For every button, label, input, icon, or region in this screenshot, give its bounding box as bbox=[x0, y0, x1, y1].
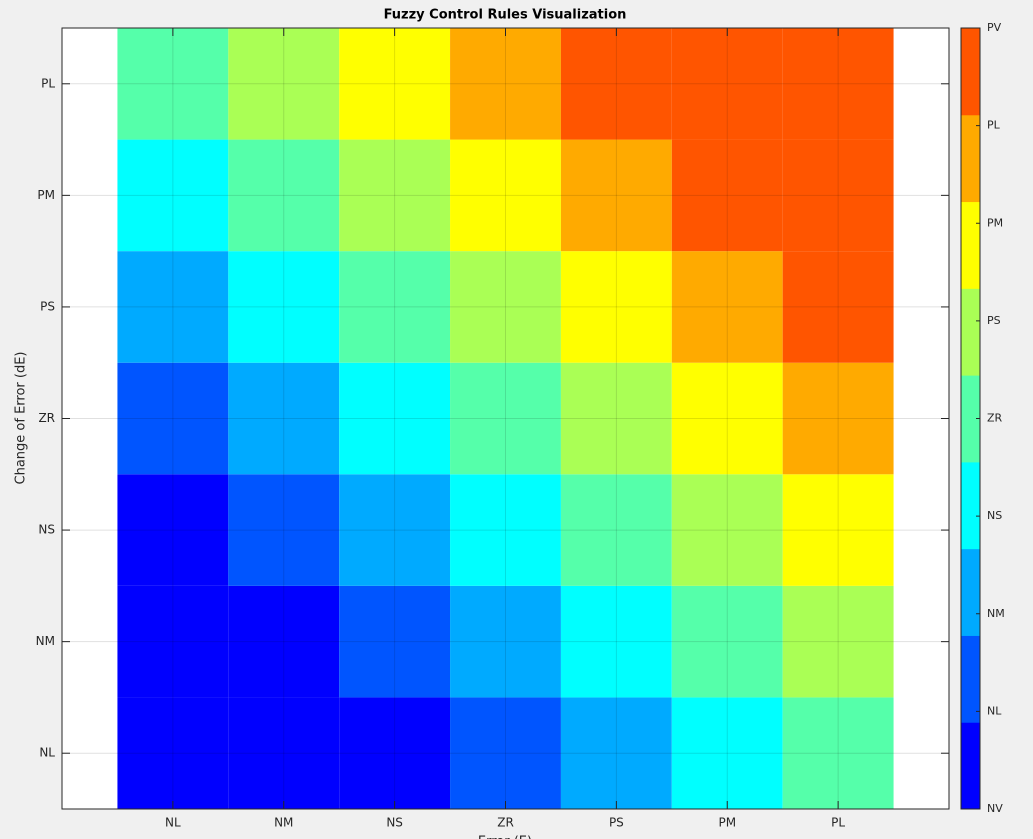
heatmap-cell bbox=[671, 474, 783, 586]
y-tick-label: NL bbox=[39, 746, 55, 760]
heatmap-cell bbox=[339, 474, 451, 586]
colorbar-segment bbox=[961, 375, 980, 463]
y-tick-label: PM bbox=[37, 188, 55, 202]
heatmap-cell bbox=[339, 139, 451, 252]
x-tick-label: ZR bbox=[497, 816, 514, 830]
x-tick-label: PL bbox=[831, 816, 845, 830]
colorbar-segment bbox=[961, 548, 980, 636]
colorbar-tick-label: NS bbox=[987, 509, 1002, 522]
heatmap-cell bbox=[339, 251, 451, 363]
heatmap-cell bbox=[228, 585, 340, 698]
heatmap-cell bbox=[560, 251, 672, 363]
heatmap-cell bbox=[228, 362, 340, 475]
heatmap-cell bbox=[228, 139, 340, 252]
colorbar-tick-label: PS bbox=[987, 314, 1001, 327]
x-tick-label: NS bbox=[386, 816, 403, 830]
heatmap-cell bbox=[117, 362, 229, 475]
heatmap-cell bbox=[782, 251, 894, 363]
colorbar-tick-label: PL bbox=[987, 119, 1001, 132]
heatmap-cell bbox=[450, 585, 561, 698]
colorbar-segment bbox=[961, 114, 980, 203]
colorbar-tick-label: ZR bbox=[987, 412, 1003, 425]
heatmap-cell bbox=[671, 139, 783, 252]
colorbar-segment bbox=[961, 722, 980, 810]
heatmap-cell bbox=[560, 362, 672, 475]
heatmap-cell bbox=[117, 28, 229, 140]
colorbar-segment bbox=[961, 461, 980, 550]
heatmap-cell bbox=[671, 585, 783, 698]
heatmap-cell bbox=[782, 697, 894, 809]
y-tick-label: NM bbox=[36, 634, 55, 648]
x-tick-label: PM bbox=[718, 816, 736, 830]
colorbar-tick-label: NV bbox=[987, 802, 1003, 815]
heatmap-cell bbox=[339, 585, 451, 698]
heatmap-cell bbox=[228, 697, 340, 809]
y-tick-label: NS bbox=[38, 523, 55, 537]
colorbar-tick-label: PV bbox=[987, 21, 1002, 34]
heatmap-cell bbox=[560, 28, 672, 140]
heatmap-cell bbox=[671, 251, 783, 363]
heatmap-cell bbox=[228, 28, 340, 140]
y-tick-label: PS bbox=[40, 299, 55, 313]
heatmap-cell bbox=[782, 139, 894, 252]
heatmap-cell bbox=[671, 28, 783, 140]
y-tick-label: PL bbox=[41, 76, 55, 90]
heatmap-cell bbox=[560, 697, 672, 809]
heatmap-cell bbox=[450, 251, 561, 363]
colorbar-tick-label: PM bbox=[987, 216, 1003, 229]
heatmap-cell bbox=[671, 697, 783, 809]
heatmap-cell bbox=[782, 362, 894, 475]
colorbar-tick-label: NL bbox=[987, 704, 1002, 717]
heatmap-cell bbox=[782, 474, 894, 586]
heatmap-cell bbox=[450, 139, 561, 252]
heatmap-cell bbox=[782, 585, 894, 698]
heatmap-cell bbox=[450, 697, 561, 809]
heatmap-cell bbox=[117, 139, 229, 252]
y-axis-label: Change of Error (dE) bbox=[14, 352, 29, 485]
heatmap-cell bbox=[117, 251, 229, 363]
heatmap-cell bbox=[560, 585, 672, 698]
heatmap-cell bbox=[228, 251, 340, 363]
heatmap-cell bbox=[782, 28, 894, 140]
heatmap-cell bbox=[450, 474, 561, 586]
colorbar-tick-label: NM bbox=[987, 607, 1005, 620]
x-tick-label: NL bbox=[165, 816, 181, 830]
colorbar-segment bbox=[961, 201, 980, 289]
chart-title: Fuzzy Control Rules Visualization bbox=[384, 8, 627, 23]
x-tick-label: PS bbox=[609, 816, 624, 830]
heatmap-cell bbox=[450, 28, 561, 140]
colorbar-segment bbox=[961, 28, 980, 116]
heatmap-cell bbox=[228, 474, 340, 586]
heatmap-cell bbox=[117, 697, 229, 809]
heatmap-cell bbox=[339, 28, 451, 140]
heatmap-cell bbox=[117, 585, 229, 698]
axes-frame bbox=[61, 27, 950, 810]
y-tick-label: ZR bbox=[38, 411, 55, 425]
x-axis-label: Error (E) bbox=[478, 835, 532, 839]
heatmap-cell bbox=[450, 362, 561, 475]
heatmap-cell bbox=[560, 139, 672, 252]
heatmap-cell bbox=[671, 362, 783, 475]
x-tick-label: NM bbox=[274, 816, 293, 830]
colorbar-segment bbox=[961, 288, 980, 376]
heatmap-cell bbox=[560, 474, 672, 586]
heatmap-cell bbox=[339, 362, 451, 475]
heatmap-cell bbox=[339, 697, 451, 809]
colorbar-segment bbox=[961, 635, 980, 723]
heatmap-cell bbox=[117, 474, 229, 586]
